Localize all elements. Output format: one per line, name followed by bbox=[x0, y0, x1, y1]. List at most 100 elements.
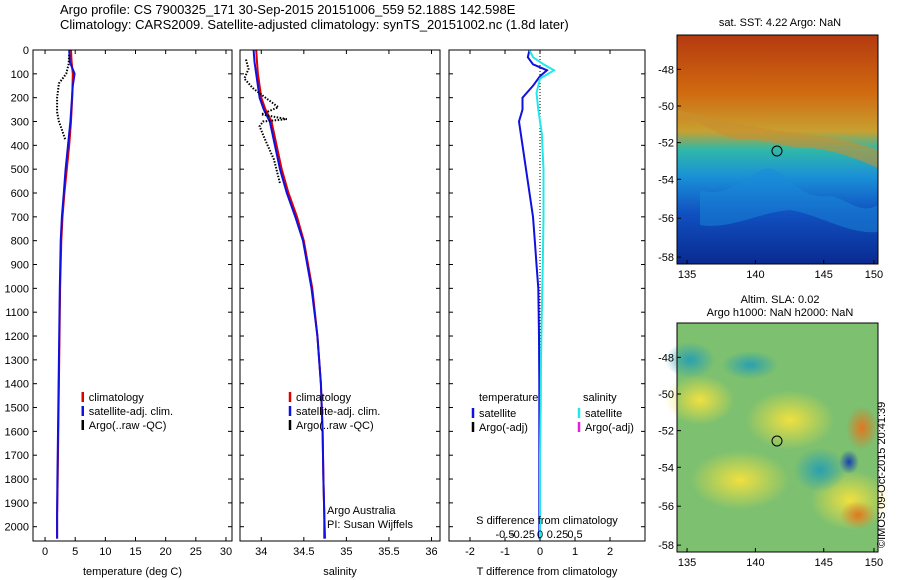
y-tick-label: 1500 bbox=[5, 403, 29, 415]
y-tick-label: 1100 bbox=[5, 307, 29, 319]
plot-frame bbox=[32, 49, 233, 542]
y-tick-label: 600 bbox=[11, 188, 29, 200]
x2-tick-label: -0.5 bbox=[496, 529, 515, 541]
pi-note: PI: Susan Wijffels bbox=[327, 519, 413, 531]
map-y-tick-label: -58 bbox=[658, 252, 674, 264]
y-tick-label: 400 bbox=[11, 140, 29, 152]
argo-australia-note: Argo Australia bbox=[327, 505, 396, 517]
y-tick-label: 1600 bbox=[5, 426, 29, 438]
y-tick-label: 100 bbox=[11, 69, 29, 81]
map-y-tick-label: -50 bbox=[658, 101, 674, 113]
y-tick-label: 0 bbox=[23, 45, 29, 57]
sla-map-title-line2: Argo h1000: NaN h2000: NaN bbox=[707, 307, 854, 319]
y-tick-label: 300 bbox=[11, 117, 29, 129]
profile-plot-difference: -2 -1 0 1 2 T difference from climatology S di… bbox=[448, 49, 646, 578]
x-tick-label: 36 bbox=[425, 546, 437, 558]
sla-blob bbox=[690, 450, 790, 510]
legend-title-temperature: temperature bbox=[479, 392, 538, 404]
legend-label: Argo(..raw -QC) bbox=[89, 420, 167, 432]
sla-blob bbox=[745, 390, 835, 450]
x-tick-label: 2 bbox=[607, 546, 613, 558]
sst-eddy bbox=[700, 168, 878, 233]
sla-blob bbox=[839, 450, 859, 474]
sla-map-frame bbox=[676, 322, 879, 553]
x-tick-label: 1 bbox=[572, 546, 578, 558]
legend-label: satellite-adj. clim. bbox=[296, 406, 380, 418]
series-satellite-adj-clim- bbox=[252, 49, 326, 539]
map-y-tick-label: -54 bbox=[658, 462, 674, 474]
map-y-tick-label: -58 bbox=[658, 540, 674, 552]
map-x-tick-label: 145 bbox=[815, 269, 833, 281]
y-tick-label: 900 bbox=[11, 260, 29, 272]
x-tick-label: 20 bbox=[160, 546, 172, 558]
plot-frame bbox=[448, 49, 646, 542]
map-x-tick-label: 145 bbox=[815, 557, 833, 569]
y-tick-label: 1700 bbox=[5, 450, 29, 462]
legend-label: Argo(-adj) bbox=[479, 422, 528, 434]
x2-tick-label: 0.25 bbox=[547, 529, 568, 541]
map-x-tick-label: 150 bbox=[865, 557, 883, 569]
plot-frame bbox=[239, 49, 441, 542]
map-x-tick-label: 135 bbox=[678, 269, 696, 281]
sst-front-warm bbox=[677, 110, 878, 168]
x-tick-label: 0 bbox=[42, 546, 48, 558]
map-x-tick-label: 140 bbox=[746, 269, 764, 281]
map-y-tick-label: -50 bbox=[658, 389, 674, 401]
y-tick-label: 700 bbox=[11, 212, 29, 224]
x-axis-label: temperature (deg C) bbox=[83, 566, 182, 578]
x-tick-label: 30 bbox=[220, 546, 232, 558]
series-climatology bbox=[255, 49, 327, 539]
sst-map-title: sat. SST: 4.22 Argo: NaN bbox=[719, 17, 841, 29]
series-salinity-satellite bbox=[528, 49, 556, 539]
map-x-tick-label: 135 bbox=[678, 557, 696, 569]
x2-axis-label: S difference from climatology bbox=[476, 515, 618, 527]
x-axis-label: T difference from climatology bbox=[477, 566, 618, 578]
series-temperature-satellite bbox=[517, 49, 549, 539]
x2-tick-label: -0.25 bbox=[510, 529, 535, 541]
map-y-tick-label: -52 bbox=[658, 426, 674, 438]
x-tick-label: 35.5 bbox=[378, 546, 399, 558]
x-tick-label: -2 bbox=[465, 546, 475, 558]
x-tick-label: 25 bbox=[190, 546, 202, 558]
y-tick-label: 500 bbox=[11, 164, 29, 176]
sla-map: Altim. SLA: 0.02 Argo h1000: NaN h2000: … bbox=[658, 294, 890, 569]
sst-map: sat. SST: 4.22 Argo: NaN 135 140 145 150 -48… bbox=[658, 17, 883, 281]
y-tick-label: 1800 bbox=[5, 474, 29, 486]
y-tick-label: 2000 bbox=[5, 522, 29, 534]
sla-blob bbox=[722, 351, 778, 379]
profile-plot-salinity: 34 34.5 35 35.5 36 salinity climatology satelli… bbox=[239, 49, 441, 578]
map-y-tick-label: -48 bbox=[658, 64, 674, 76]
sla-map-title-line1: Altim. SLA: 0.02 bbox=[741, 294, 820, 306]
sla-blob bbox=[794, 448, 846, 492]
sla-blob bbox=[665, 375, 735, 425]
x2-tick-label: 0 bbox=[537, 529, 543, 541]
profile-plot-temperature: 0 5 10 15 20 25 30 temperature (deg C) 0 100 200 30… bbox=[5, 45, 233, 578]
x-tick-label: 15 bbox=[129, 546, 141, 558]
x2-tick-label: 0.5 bbox=[567, 529, 582, 541]
map-y-tick-label: -56 bbox=[658, 501, 674, 513]
y-tick-label: 1200 bbox=[5, 331, 29, 343]
x-tick-label: 0 bbox=[537, 546, 543, 558]
float-location-marker bbox=[771, 145, 783, 157]
y-tick-label: 1300 bbox=[5, 355, 29, 367]
map-y-tick-label: -54 bbox=[658, 174, 674, 186]
y-tick-label: 1000 bbox=[5, 283, 29, 295]
map-x-tick-label: 150 bbox=[865, 269, 883, 281]
x-tick-label: 35 bbox=[340, 546, 352, 558]
map-y-tick-label: -48 bbox=[658, 352, 674, 364]
x-tick-label: 5 bbox=[72, 546, 78, 558]
sla-blob bbox=[846, 406, 878, 450]
map-y-tick-label: -52 bbox=[658, 138, 674, 150]
sst-map-frame bbox=[676, 34, 879, 265]
legend-title-salinity: salinity bbox=[583, 392, 617, 404]
legend-label: satellite-adj. clim. bbox=[89, 406, 173, 418]
series-satellite-adj-clim- bbox=[56, 49, 76, 539]
legend-label: satellite bbox=[479, 408, 516, 420]
x-axis-label: salinity bbox=[323, 566, 357, 578]
x-tick-label: 10 bbox=[99, 546, 111, 558]
y-tick-label: 1400 bbox=[5, 379, 29, 391]
profile-title: Argo profile: CS 7900325_171 30-Sep-2015… bbox=[60, 2, 516, 17]
float-location-marker bbox=[771, 435, 783, 447]
y-tick-label: 800 bbox=[11, 236, 29, 248]
